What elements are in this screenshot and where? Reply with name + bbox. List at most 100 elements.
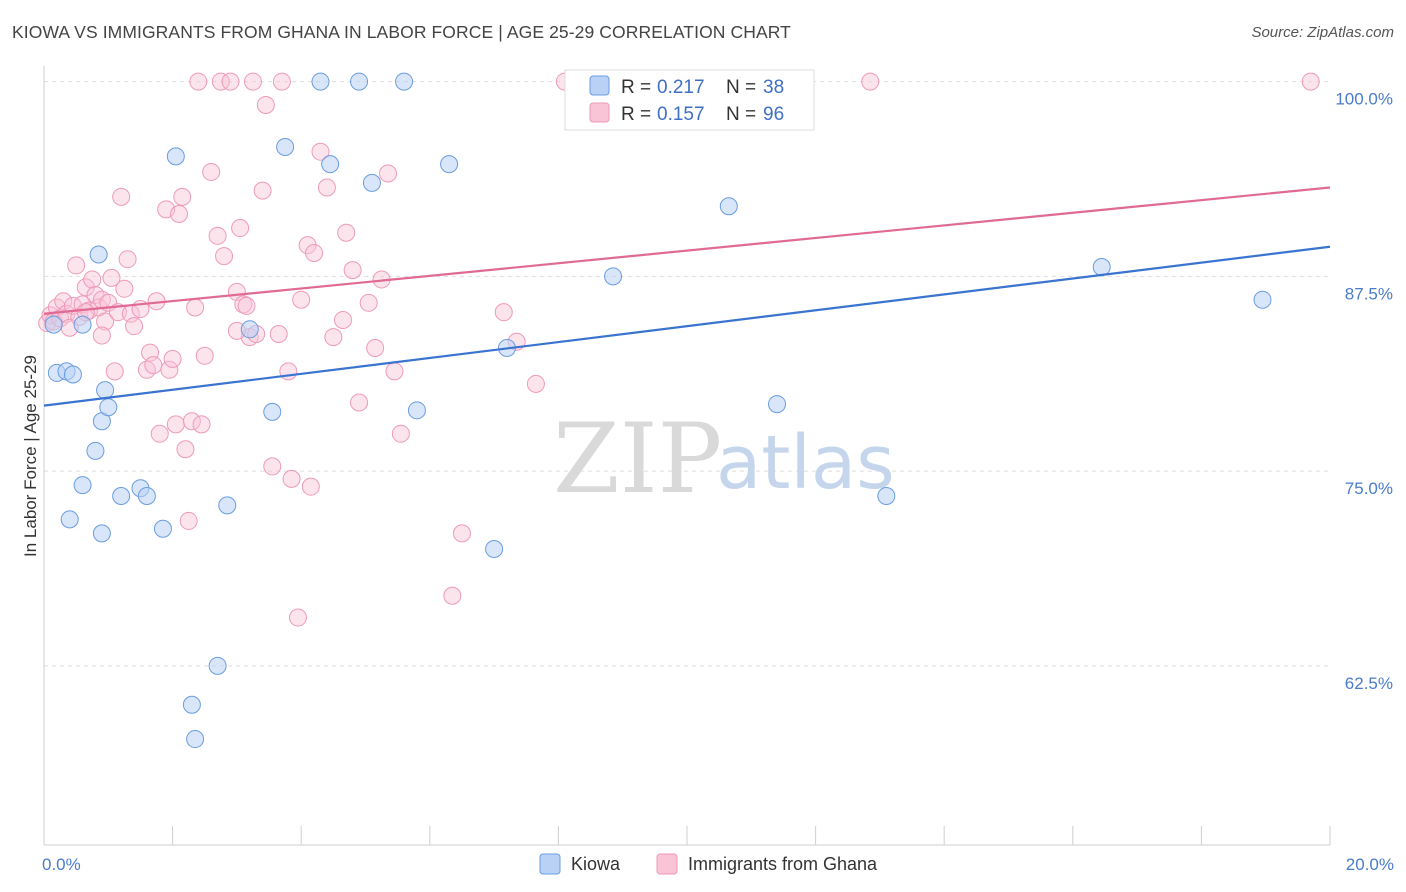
bottom-legend-label-ghana: Immigrants from Ghana xyxy=(688,854,878,874)
kiowa-point xyxy=(208,656,227,675)
ghana-point xyxy=(333,310,352,329)
ghana-point xyxy=(118,250,137,269)
ghana-point xyxy=(160,360,179,379)
bottom-legend: Kiowa Immigrants from Ghana xyxy=(539,853,878,875)
ghana-point xyxy=(861,72,880,91)
y-tick-label: 75.0% xyxy=(1345,479,1393,498)
kiowa-point xyxy=(311,72,330,91)
kiowa-point xyxy=(186,730,205,749)
legend-n-label-kiowa: N = xyxy=(726,77,756,98)
x-tick-label-max: 20.0% xyxy=(1346,855,1394,874)
ghana-point xyxy=(170,205,189,224)
ghana-point xyxy=(176,440,195,459)
y-tick-label: 87.5% xyxy=(1345,284,1393,303)
kiowa-point xyxy=(1092,257,1111,276)
ghana-point xyxy=(324,328,343,347)
kiowa-point xyxy=(350,72,369,91)
legend-n-value-kiowa: 38 xyxy=(763,77,784,98)
ghana-point xyxy=(189,72,208,91)
ghana-point xyxy=(305,243,324,262)
watermark-atlas: atlas xyxy=(716,420,895,506)
ghana-point xyxy=(391,424,410,443)
ghana-point xyxy=(137,360,156,379)
ghana-point xyxy=(366,338,385,357)
ghana-point xyxy=(92,326,111,345)
kiowa-point xyxy=(485,539,504,558)
kiowa-point xyxy=(73,476,92,495)
ghana-point xyxy=(350,393,369,412)
ghana-point xyxy=(385,362,404,381)
ghana-point xyxy=(269,324,288,343)
ghana-point xyxy=(163,349,182,368)
ghana-point xyxy=(221,72,240,91)
ghana-point xyxy=(112,187,131,206)
kiowa-point xyxy=(44,315,63,334)
ghana-point xyxy=(279,362,298,381)
ghana-point xyxy=(292,290,311,309)
y-axis-label: In Labor Force | Age 25-29 xyxy=(21,355,40,557)
kiowa-point xyxy=(1253,290,1272,309)
ghana-point xyxy=(282,469,301,488)
ghana-point xyxy=(243,72,262,91)
bottom-legend-label-kiowa: Kiowa xyxy=(571,854,621,874)
ghana-points xyxy=(38,72,1320,627)
chart-title: KIOWA VS IMMIGRANTS FROM GHANA IN LABOR … xyxy=(12,22,791,42)
legend-swatch-ghana xyxy=(589,102,610,123)
ghana-point xyxy=(343,261,362,280)
ghana-point xyxy=(311,142,330,161)
trend-lines xyxy=(43,186,1331,407)
ghana-point xyxy=(105,362,124,381)
ghana-point xyxy=(443,586,462,605)
ghana-point xyxy=(337,223,356,242)
ghana-point xyxy=(256,95,275,114)
legend-r-value-kiowa: 0.217 xyxy=(657,77,705,98)
ghana-point xyxy=(192,415,211,434)
kiowa-point xyxy=(263,402,282,421)
legend-r-label-ghana: R = xyxy=(621,104,651,125)
kiowa-point xyxy=(99,398,118,417)
y-tick-label: 100.0% xyxy=(1335,90,1393,109)
ghana-point xyxy=(144,356,163,375)
watermark-zip: ZIP xyxy=(553,403,722,515)
kiowa-point xyxy=(60,510,79,529)
kiowa-point xyxy=(112,487,131,506)
ghana-point xyxy=(182,412,201,431)
kiowa-point xyxy=(86,441,105,460)
grid-lines xyxy=(44,81,1330,667)
y-tick-label: 62.5% xyxy=(1345,674,1393,693)
kiowa-point xyxy=(395,72,414,91)
legend-swatch-kiowa xyxy=(589,75,610,96)
bottom-legend-swatch-kiowa xyxy=(539,853,561,875)
ghana-point xyxy=(272,72,291,91)
ghana-point xyxy=(96,312,115,331)
x-tick-marks xyxy=(43,826,1331,845)
ghana-point xyxy=(526,374,545,393)
ghana-point xyxy=(1301,72,1320,91)
ghana-point xyxy=(211,72,230,91)
ghana-point xyxy=(253,181,272,200)
kiowa-point xyxy=(604,267,623,286)
ghana-point xyxy=(102,268,121,287)
kiowa-point xyxy=(321,155,340,174)
ghana-point xyxy=(186,298,205,317)
legend-n-label-ghana: N = xyxy=(726,104,756,125)
ghana-point xyxy=(452,524,471,543)
ghana-point xyxy=(231,219,250,238)
legend-r-value-ghana: 0.157 xyxy=(657,104,705,125)
kiowa-point xyxy=(240,320,259,339)
ghana-point xyxy=(166,415,185,434)
legend-r-label-kiowa: R = xyxy=(621,77,651,98)
kiowa-trend-line xyxy=(43,245,1331,407)
kiowa-point xyxy=(92,524,111,543)
kiowa-point xyxy=(73,315,92,334)
kiowa-point xyxy=(63,365,82,384)
kiowa-point xyxy=(768,395,787,414)
ghana-point xyxy=(179,511,198,530)
ghana-point xyxy=(202,162,221,181)
legend-box: R = 0.217 N = 38 R = 0.157 N = 96 xyxy=(564,69,815,131)
ghana-point xyxy=(67,256,86,275)
ghana-point xyxy=(208,226,227,245)
kiowa-point xyxy=(719,197,738,216)
ghana-point xyxy=(83,270,102,289)
